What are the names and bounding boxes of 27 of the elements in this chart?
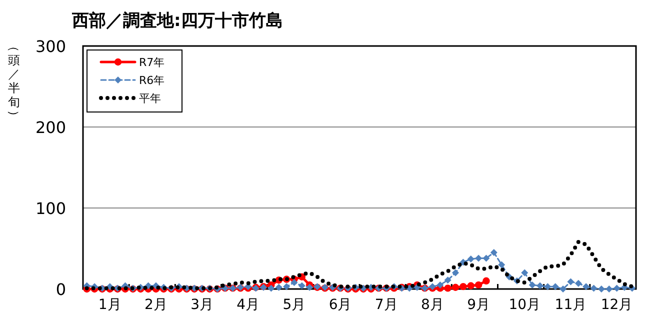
x-tick-label: 4月 (236, 297, 260, 313)
y-tick-label: 100 (35, 199, 66, 218)
legend-label: R6年 (139, 74, 165, 87)
x-tick-label: 11月 (554, 297, 587, 313)
y-tick-label: 0 (56, 280, 66, 299)
point (467, 282, 474, 290)
x-tick-label: 9月 (467, 297, 490, 313)
x-tick-label: 7月 (374, 297, 398, 313)
x-tick-label: 5月 (282, 297, 306, 313)
x-tick-label: 8月 (421, 297, 444, 313)
legend-label: R7年 (139, 56, 165, 69)
chart-title: 西部／調査地:四万十市竹島 (71, 11, 283, 31)
y-axis-title: （頭／半旬） (7, 40, 21, 122)
point (452, 284, 460, 291)
x-tick-label: 3月 (190, 297, 214, 313)
point (444, 284, 452, 292)
point (460, 282, 467, 290)
x-tick-label: 6月 (328, 297, 352, 313)
point (474, 281, 482, 289)
x-tick-label: 12月 (600, 297, 633, 313)
x-tick-label: 2月 (144, 297, 168, 313)
y-tick-label: 200 (35, 118, 66, 137)
y-tick-label: 300 (35, 37, 66, 56)
x-tick-label: 1月 (98, 297, 122, 313)
point (482, 277, 490, 284)
x-tick-label: 10月 (508, 297, 541, 313)
legend-label: 平年 (139, 92, 161, 105)
